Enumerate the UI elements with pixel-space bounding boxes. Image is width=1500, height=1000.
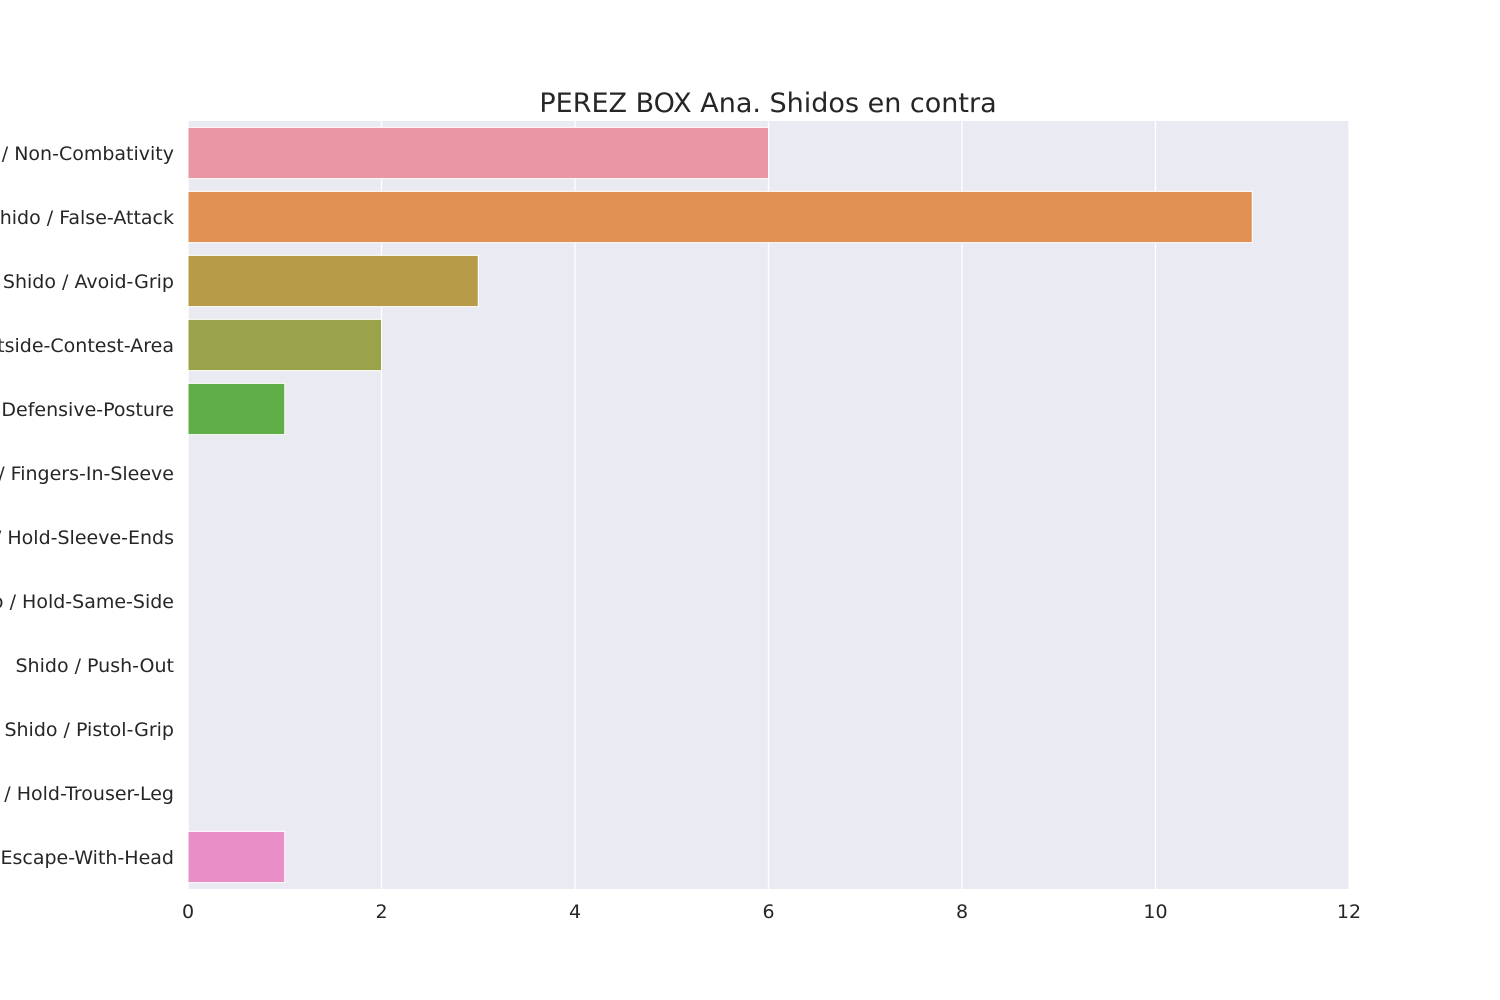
bar xyxy=(187,382,286,436)
y-tick-label: Shido / Defensive-Posture xyxy=(0,399,174,421)
y-tick-label: Shido / Pistol-Grip xyxy=(4,719,174,741)
y-tick-label: Shido / Outside-Contest-Area xyxy=(0,335,174,357)
bar xyxy=(187,126,769,180)
y-tick-label: Shido / Hold-Sleeve-Ends xyxy=(0,527,174,549)
bars xyxy=(187,126,1253,884)
x-tick-label: 2 xyxy=(375,901,387,923)
y-tick-label: Shido / Non-Combativity xyxy=(0,143,174,165)
grid-lines xyxy=(187,121,1350,889)
bar xyxy=(187,318,382,372)
y-tick-label: Shido / Hold-Same-Side xyxy=(0,591,174,613)
y-tick-labels: Shido / Non-Combativity Shido / False-Att… xyxy=(0,143,174,869)
bar xyxy=(187,830,286,884)
y-tick-label: Shido / False-Attack xyxy=(0,207,174,229)
y-tick-label: Shido / Avoid-Grip xyxy=(3,271,174,293)
x-tick-labels: 0 2 4 6 8 10 12 xyxy=(182,901,1361,923)
y-tick-label: Shido / Push-Out xyxy=(16,655,175,677)
y-tick-label: Shido / Hold-Trouser-Leg xyxy=(0,783,174,805)
chart-title: PEREZ BOX Ana. Shidos en contra xyxy=(539,88,996,119)
x-tick-label: 12 xyxy=(1337,901,1361,923)
x-tick-label: 10 xyxy=(1143,901,1167,923)
x-tick-label: 8 xyxy=(956,901,968,923)
bar xyxy=(187,190,1253,244)
bar xyxy=(187,254,479,308)
y-tick-label: Shido / Fingers-In-Sleeve xyxy=(0,463,174,485)
x-tick-label: 4 xyxy=(569,901,581,923)
x-tick-label: 6 xyxy=(762,901,774,923)
y-tick-label: Shido / Escape-With-Head xyxy=(0,847,174,869)
x-tick-label: 0 xyxy=(182,901,194,923)
